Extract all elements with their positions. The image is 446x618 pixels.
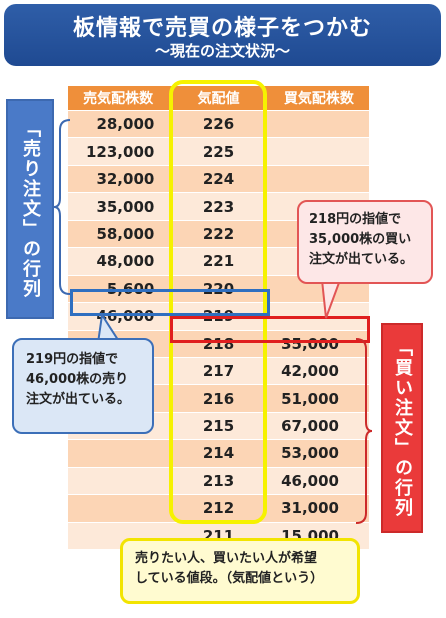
price-cell: 221 [168, 247, 269, 276]
price-explanation-note: 売りたい人、買いたい人が希望 している値段。（気配値という） [120, 538, 360, 604]
buy-qty-cell: 31,000 [268, 494, 369, 523]
sell-callout-pointer [96, 313, 122, 343]
header-price: 気配値 [168, 86, 269, 111]
buy-qty-cell: 51,000 [268, 384, 369, 413]
price-cell: 212 [168, 494, 269, 523]
sell-callout-line: 注文が出ている。 [26, 392, 131, 407]
sell-qty-cell [68, 521, 169, 549]
title-banner: 板情報で売買の様子をつかむ 〜現在の注文状況〜 [4, 4, 441, 66]
buy-callout-line: 35,000株の買い [309, 232, 412, 247]
price-cell: 222 [168, 219, 269, 248]
table-row: 213 46,000 [68, 466, 369, 495]
header-sell-qty: 売気配株数 [68, 86, 169, 111]
price-cell: 218 [168, 329, 269, 358]
sell-qty-cell: 48,000 [68, 247, 169, 276]
sell-qty-cell [68, 494, 169, 523]
sell-219-highlight [70, 289, 270, 316]
price-column-highlight [169, 80, 267, 524]
sell-orders-label: 「売り注文」の行列 [6, 99, 54, 319]
buy-callout-line: 注文が出ている。 [309, 252, 414, 267]
sell-qty-cell [68, 439, 169, 468]
buy-callout-line: 218円の指値で [309, 212, 402, 227]
header-buy-qty: 買気配株数 [268, 86, 369, 111]
price-cell: 224 [168, 164, 269, 193]
buy-callout-pointer [320, 280, 342, 319]
sell-qty-cell: 28,000 [68, 109, 169, 138]
table-row: 58,000 222 [68, 219, 369, 248]
page-title: 板情報で売買の様子をつかむ [72, 16, 372, 41]
buy-qty-cell [268, 164, 369, 193]
sell-qty-cell: 46,000 [68, 302, 169, 330]
sell-callout-line: 46,000株の売り [26, 372, 129, 387]
sell-qty-cell: 123,000 [68, 137, 169, 166]
buy-qty-cell: 46,000 [268, 466, 369, 495]
sell-bracket [53, 119, 71, 295]
price-cell: 215 [168, 411, 269, 440]
buy-218-highlight [170, 316, 370, 343]
price-cell: 225 [168, 137, 269, 166]
price-cell: 213 [168, 466, 269, 495]
note-line: している値段。（気配値という） [135, 571, 324, 586]
price-cell: 216 [168, 384, 269, 413]
sell-callout: 219円の指値で 46,000株の売り 注文が出ている。 [12, 338, 154, 434]
table-row: 212 31,000 [68, 494, 369, 523]
sell-qty-cell: 58,000 [68, 219, 169, 248]
sell-qty-cell [68, 466, 169, 495]
buy-orders-label: 「買い注文」の行列 [381, 323, 423, 533]
table-row: 32,000 224 [68, 164, 369, 193]
note-line: 売りたい人、買いたい人が希望 [135, 551, 318, 566]
buy-callout: 218円の指値で 35,000株の買い 注文が出ている。 [297, 200, 433, 284]
buy-qty-cell: 67,000 [268, 411, 369, 440]
table-header-row: 売気配株数 気配値 買気配株数 [68, 86, 369, 111]
sell-callout-line: 219円の指値で [26, 352, 119, 367]
buy-qty-cell: 42,000 [268, 356, 369, 385]
price-cell: 217 [168, 356, 269, 385]
sell-qty-cell: 35,000 [68, 192, 169, 221]
table-row: 123,000 225 [68, 137, 369, 166]
buy-qty-cell: 53,000 [268, 439, 369, 468]
price-cell: 220 [168, 274, 269, 303]
buy-qty-cell [268, 109, 369, 138]
price-cell: 226 [168, 109, 269, 138]
price-cell: 223 [168, 192, 269, 221]
table-row: 28,000 226 [68, 109, 369, 138]
buy-qty-cell [268, 137, 369, 166]
buy-qty-cell: 35,000 [268, 329, 369, 358]
price-cell: 214 [168, 439, 269, 468]
sell-qty-cell: 32,000 [68, 164, 169, 193]
table-row: 214 53,000 [68, 439, 369, 468]
buy-bracket [355, 338, 373, 524]
page-subtitle: 〜現在の注文状況〜 [154, 42, 290, 60]
sell-qty-cell: 5,600 [68, 274, 169, 303]
